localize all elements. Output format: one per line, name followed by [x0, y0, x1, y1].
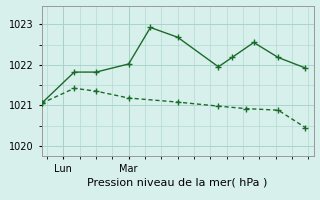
X-axis label: Pression niveau de la mer( hPa ): Pression niveau de la mer( hPa ): [87, 178, 268, 188]
